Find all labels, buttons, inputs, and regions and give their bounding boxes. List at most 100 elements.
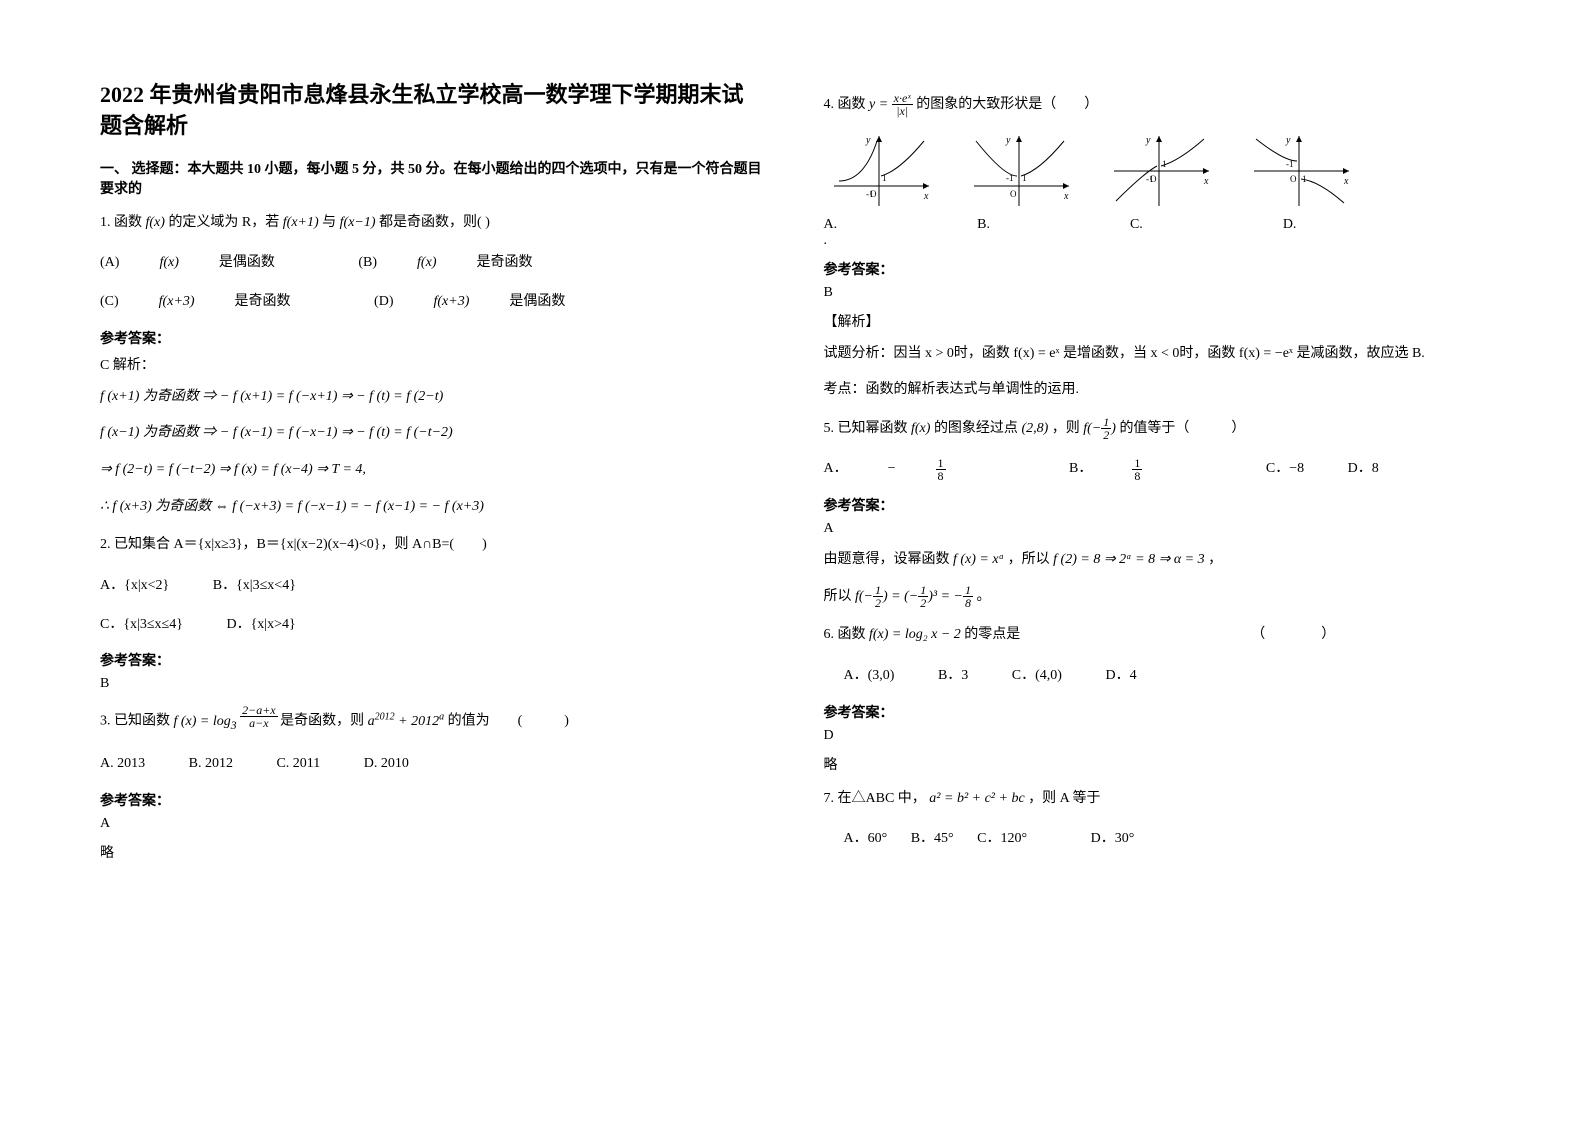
svg-text:y: y <box>1285 135 1291 146</box>
q3-optD: D. 2010 <box>364 749 409 780</box>
q6-ans: D <box>824 728 1488 744</box>
q1-text: 都是奇函数，则( ) <box>379 215 490 230</box>
q2-opts2: C．{x|3≤x≤4} D．{x|x>4} <box>100 610 764 641</box>
svg-text:y: y <box>1005 135 1011 146</box>
q2-optD: D．{x|x>4} <box>226 610 295 641</box>
q1-optD: (D) f(x+3) 是偶函数 <box>374 287 605 318</box>
q7-stem: 7. 在△ABC 中， a² = b² + c² + bc ，则 A 等于 <box>824 786 1488 813</box>
q6-note: 略 <box>824 754 1488 774</box>
q3-optA: A. 2013 <box>100 749 145 780</box>
right-column: 4. 函数 y = x·eˣ|x| 的图象的大致形状是（ ） x y O 1 -… <box>824 80 1488 872</box>
q4-graphs: x y O 1 -1 x y O 1 -1 <box>824 131 1488 211</box>
q5-ans-label: 参考答案： <box>824 495 1488 515</box>
svg-text:x: x <box>1203 176 1209 187</box>
q6-optB: B．3 <box>938 661 968 692</box>
svg-text:O: O <box>1290 174 1297 184</box>
q4-dot: . <box>824 233 1488 249</box>
q1-optC: (C) f(x+3) 是奇函数 <box>100 287 331 318</box>
q6-opts: A．(3,0) B．3 C．(4,0) D．4 <box>824 661 1488 692</box>
q1-stem: 1. 函数 f(x) 的定义域为 R，若 f(x+1) 与 f(x−1) 都是奇… <box>100 210 764 237</box>
q3-plus: + 2012a <box>398 714 444 729</box>
q1-fx2: f(x−1) <box>340 215 376 230</box>
q1-fx1: f(x+1) <box>283 215 319 230</box>
q5-fm: f(−12) <box>1083 421 1119 436</box>
q2-ans: B <box>100 676 764 692</box>
q1-ans: C 解析： <box>100 354 764 374</box>
q4-ans: B <box>824 285 1488 301</box>
svg-text:x: x <box>923 191 929 202</box>
q2-optB: B．{x|3≤x<4} <box>213 571 296 602</box>
q3-pre: 3. 已知函数 <box>100 714 174 729</box>
q3-note: 略 <box>100 842 764 862</box>
q1-text: 的定义域为 R，若 <box>168 215 279 230</box>
q7-optC: C．120° <box>977 824 1027 855</box>
q2-opts1: A．{x|x<2} B．{x|3≤x<4} <box>100 571 764 602</box>
q3-ans-label: 参考答案： <box>100 790 764 810</box>
q1-text: 与 <box>322 215 336 230</box>
q5-sol2-expr: f(−12) = (−12)³ = −18 <box>855 589 976 604</box>
q7-optA: A．60° <box>844 824 888 855</box>
q3-ans: A <box>100 816 764 832</box>
q1-sol4: ∴ f (x+3) 为奇函数 ⇔ f (−x+3) = f (−x−1) = −… <box>100 494 764 521</box>
q5-optD: D．8 <box>1348 454 1379 485</box>
q4-解析头: 【解析】 <box>824 311 1488 331</box>
q7-opts: A．60° B．45° C．120° D．30° <box>844 824 1488 855</box>
q4-y: y = x·eˣ|x| <box>869 97 916 112</box>
q4-pre: 4. 函数 <box>824 97 870 112</box>
q6-optC: C．(4,0) <box>1012 661 1062 692</box>
q4-ans-label: 参考答案： <box>824 259 1488 279</box>
svg-text:-1: -1 <box>1146 174 1154 184</box>
q1-sol3: ⇒ f (2−t) = f (−t−2) ⇒ f (x) = f (x−4) ⇒… <box>100 457 764 484</box>
q6-optA: A．(3,0) <box>844 661 895 692</box>
q4-post: 的图象的大致形状是（ ） <box>916 97 1098 112</box>
q4-考点: 考点：函数的解析表达式与单调性的运用. <box>824 377 1488 404</box>
q1-text: 1. 函数 <box>100 215 142 230</box>
svg-text:y: y <box>1145 135 1151 146</box>
q4-stem: 4. 函数 y = x·eˣ|x| 的图象的大致形状是（ ） <box>824 92 1488 119</box>
svg-text:O: O <box>1010 189 1017 199</box>
q5-stem: 5. 已知幂函数 f(x) 的图象经过点 (2,8) ，则 f(−12) 的值等… <box>824 416 1488 443</box>
svg-text:y: y <box>865 135 871 146</box>
q5-sol2: 所以 f(−12) = (−12)³ = −18 。 <box>824 584 1488 611</box>
q7-optB: B．45° <box>911 824 954 855</box>
q4-optB: B. <box>977 217 990 233</box>
q1-fx: f(x) <box>146 215 165 230</box>
q1-optB: (B) f(x) 是奇函数 <box>358 248 572 279</box>
q3-mid: 是奇函数，则 <box>280 714 364 729</box>
q2-optA: A．{x|x<2} <box>100 571 169 602</box>
q6-optD: D．4 <box>1105 661 1136 692</box>
q2-stem: 2. 已知集合 A＝{x|x≥3}，B＝{x|(x−2)(x−4)<0}，则 A… <box>100 532 764 559</box>
q4-graph-a: x y O 1 -1 <box>824 131 934 211</box>
q3-stem: 3. 已知函数 f (x) = log3 2−a+xa−x 是奇函数，则 a20… <box>100 704 764 736</box>
q3-a: a2012 <box>368 714 395 729</box>
left-column: 2022 年贵州省贵阳市息烽县永生私立学校高一数学理下学期期末试题含解析 一、 … <box>100 80 764 872</box>
q1-ans-label: 参考答案： <box>100 328 764 348</box>
svg-text:x: x <box>1063 191 1069 202</box>
q4-optA: A. <box>824 217 838 233</box>
q1-opts: (A) f(x) 是偶函数 (B) f(x) 是奇函数 <box>100 248 764 279</box>
q5-optC: C．−8 <box>1266 454 1304 485</box>
svg-text:x: x <box>1343 176 1349 187</box>
q1-sol2: f (x−1) 为奇函数 ⇒ − f (x−1) = f (−x−1) ⇒ − … <box>100 420 764 447</box>
q5-opts: A．−18 B．18 C．−8 D．8 <box>824 454 1488 485</box>
q1-opts2: (C) f(x+3) 是奇函数 (D) f(x+3) 是偶函数 <box>100 287 764 318</box>
svg-text:-1: -1 <box>866 189 874 199</box>
page: 2022 年贵州省贵阳市息烽县永生私立学校高一数学理下学期期末试题含解析 一、 … <box>0 0 1587 912</box>
q5-optA: A．−18 <box>824 454 1026 485</box>
q6-stem: 6. 函数 f(x) = log₂ x − 2 的零点是 （ ） <box>824 622 1488 649</box>
doc-title: 2022 年贵州省贵阳市息烽县永生私立学校高一数学理下学期期末试题含解析 <box>100 80 764 142</box>
q1-optA: (A) f(x) 是偶函数 <box>100 248 315 279</box>
q5-ans: A <box>824 521 1488 537</box>
q1-sol1: f (x+1) 为奇函数 ⇒ − f (x+1) = f (−x+1) ⇒ − … <box>100 384 764 411</box>
q4-graph-c: x y O 1 -1 <box>1104 131 1214 211</box>
section-1-head: 一、 选择题：本大题共 10 小题，每小题 5 分，共 50 分。在每小题给出的… <box>100 158 764 198</box>
q4-optD: D. <box>1283 217 1297 233</box>
q4-optC: C. <box>1130 217 1143 233</box>
q5-optB: B．18 <box>1069 454 1222 485</box>
q6-ans-label: 参考答案： <box>824 702 1488 722</box>
q2-optC: C．{x|3≤x≤4} <box>100 610 183 641</box>
q3-post: 的值为 ( ) <box>448 714 569 729</box>
q3-fx: f (x) = log3 2−a+xa−x <box>174 714 281 729</box>
q3-opts: A. 2013 B. 2012 C. 2011 D. 2010 <box>100 749 764 780</box>
q4-解析: 试题分析：因当 x > 0时，函数 f(x) = eˣ 是增函数，当 x < 0… <box>824 341 1488 368</box>
